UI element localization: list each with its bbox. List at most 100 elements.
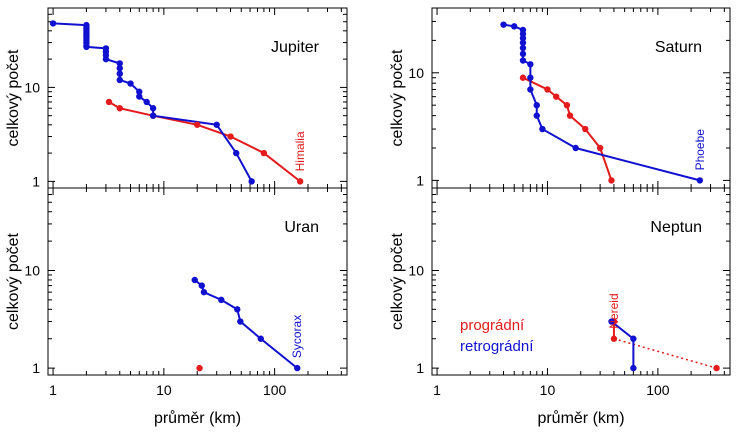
data-point-prograde — [194, 121, 201, 128]
data-point-retrograde — [572, 144, 579, 152]
data-point-retrograde — [527, 61, 534, 68]
data-point-retrograde — [143, 98, 150, 106]
data-point-prograde — [196, 364, 203, 372]
data-point-retrograde — [257, 335, 264, 342]
x-tick-label: 1 — [49, 382, 57, 398]
data-point-retrograde — [527, 74, 534, 81]
data-point-retrograde — [200, 288, 208, 296]
data-point-prograde — [566, 112, 574, 119]
chart-panel-neptun: 1 10 1 10 100 celkový počet průměr (km) Neptun N… — [389, 187, 731, 427]
data-point-retrograde — [533, 112, 540, 119]
series-line-prograde — [108, 101, 301, 183]
x-tick-label: 10 — [156, 382, 172, 398]
series-line-prograde — [522, 76, 613, 181]
annotation-label: Nereid — [607, 293, 621, 328]
data-point-retrograde — [533, 101, 540, 109]
y-axis-title: celkový počet — [5, 49, 22, 146]
data-point-retrograde — [191, 276, 198, 284]
panel-title: Uran — [284, 219, 319, 236]
x-axis-title: průměr (km) — [154, 409, 241, 427]
data-point-retrograde — [696, 177, 704, 184]
panel-title: Jupiter — [271, 39, 320, 56]
data-point-retrograde — [213, 121, 220, 128]
data-point-prograde — [608, 177, 615, 184]
plot-frame — [431, 7, 731, 189]
y-tick-label: 1 — [32, 360, 40, 376]
data-point-retrograde — [630, 364, 637, 372]
data-point-prograde — [563, 101, 571, 109]
data-point-retrograde — [519, 39, 527, 46]
data-point-retrograde — [608, 318, 615, 325]
y-axis-title: celkový počet — [389, 232, 406, 329]
data-point-retrograde — [233, 149, 240, 157]
panel-title: Saturn — [655, 39, 702, 56]
data-point-retrograde — [519, 50, 527, 58]
data-point-prograde — [553, 93, 560, 100]
data-point-retrograde — [102, 55, 110, 63]
annotation-label: Phoebe — [693, 129, 707, 171]
data-point-prograde — [260, 149, 268, 157]
y-tick-label: 1 — [32, 173, 40, 189]
data-point-retrograde — [149, 112, 157, 119]
data-point-retrograde — [218, 296, 225, 304]
data-point-retrograde — [116, 60, 123, 67]
chart-panel-uran: 1 10 1 10 100 celkový počet průměr (km) Uran Syc… — [5, 187, 348, 427]
y-tick-label: 10 — [408, 65, 424, 81]
annotation-label: Himalia — [293, 131, 307, 171]
panel-title: Neptun — [650, 219, 702, 236]
data-point-prograde — [116, 105, 123, 112]
y-tick-label: 10 — [24, 79, 40, 95]
y-tick-label: 1 — [416, 360, 424, 376]
data-point-prograde — [582, 125, 589, 133]
data-point-retrograde — [136, 88, 143, 95]
data-point-retrograde — [149, 105, 157, 112]
data-point-retrograde — [234, 306, 241, 313]
data-point-prograde — [596, 144, 604, 152]
data-point-prograde — [296, 178, 304, 185]
data-point-retrograde — [237, 318, 244, 325]
data-point-retrograde — [83, 43, 90, 51]
y-tick-label: 10 — [24, 262, 40, 278]
x-tick-label: 100 — [646, 382, 670, 398]
data-point-retrograde — [539, 125, 546, 133]
series-line-prograde-nereid-link — [613, 338, 717, 369]
data-point-retrograde — [49, 20, 57, 27]
data-point-retrograde — [294, 364, 301, 372]
data-point-retrograde — [198, 282, 205, 289]
data-point-retrograde — [127, 80, 134, 87]
y-axis-title: celkový počet — [5, 232, 22, 329]
series-line-retrograde — [194, 279, 298, 369]
data-point-retrograde — [527, 86, 534, 93]
data-point-retrograde — [248, 178, 255, 185]
y-tick-label: 10 — [408, 262, 424, 278]
data-point-retrograde — [116, 65, 123, 72]
series-line-retrograde — [53, 22, 253, 182]
data-point-retrograde — [500, 21, 507, 28]
data-point-prograde — [610, 335, 618, 342]
data-point-prograde — [544, 86, 551, 93]
data-point-retrograde — [519, 44, 527, 52]
data-point-retrograde — [116, 70, 123, 77]
data-point-prograde — [227, 133, 234, 140]
data-point-retrograde — [519, 34, 527, 42]
data-point-prograde-nereid — [713, 364, 720, 372]
data-point-retrograde — [116, 76, 123, 84]
y-tick-label: 1 — [416, 172, 424, 188]
x-tick-label: 1 — [433, 382, 441, 398]
legend-entry: prográdní — [460, 317, 525, 334]
annotation-label: Sycorax — [290, 315, 304, 358]
data-point-prograde — [519, 74, 527, 81]
legend-entry: retrográdní — [460, 338, 534, 355]
data-point-retrograde — [511, 23, 518, 30]
data-point-retrograde — [136, 93, 143, 100]
data-point-retrograde — [519, 57, 527, 64]
y-axis-title: celkový počet — [389, 49, 406, 146]
data-point-prograde — [105, 98, 113, 106]
x-tick-label: 10 — [540, 382, 556, 398]
data-point-retrograde — [630, 335, 637, 342]
x-tick-label: 100 — [263, 382, 287, 398]
x-axis-title: průměr (km) — [537, 409, 624, 427]
